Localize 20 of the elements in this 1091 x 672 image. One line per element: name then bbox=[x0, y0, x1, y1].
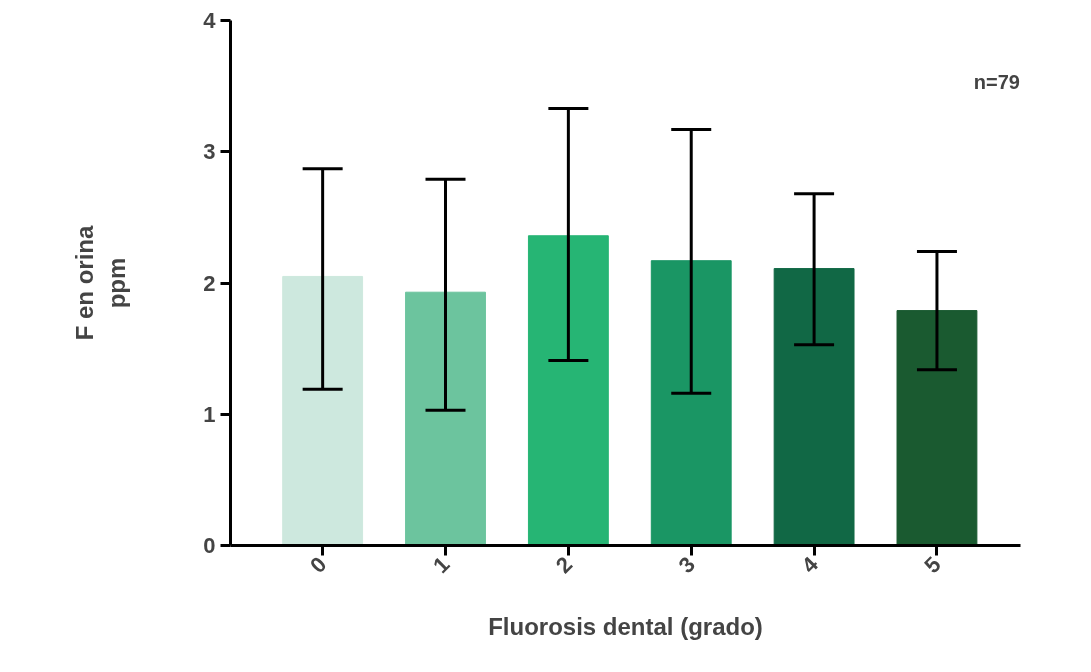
y-axis-title: F en orina ppm bbox=[70, 225, 131, 341]
bar bbox=[282, 275, 364, 546]
x-axis-title: Fluorosis dental (grado) bbox=[488, 612, 763, 640]
x-tick-label: 2 bbox=[550, 551, 578, 578]
bar bbox=[405, 291, 486, 546]
y-tick-label: 1 bbox=[203, 401, 216, 427]
bar bbox=[773, 268, 855, 546]
bar bbox=[896, 310, 978, 546]
annotation: n=79 bbox=[973, 70, 1020, 93]
y-tick-label: 3 bbox=[203, 139, 216, 165]
y-tick-label: 4 bbox=[203, 8, 217, 33]
x-tick-label: 0 bbox=[305, 551, 332, 578]
x-tick-label: 1 bbox=[428, 551, 455, 578]
bar bbox=[650, 260, 732, 546]
x-tick-label: 5 bbox=[919, 551, 946, 578]
x-tick-label: 4 bbox=[796, 551, 824, 578]
x-tick-label: 3 bbox=[673, 551, 701, 578]
y-tick-label: 0 bbox=[203, 533, 216, 558]
y-tick-label: 2 bbox=[203, 270, 216, 296]
bar bbox=[527, 235, 609, 546]
